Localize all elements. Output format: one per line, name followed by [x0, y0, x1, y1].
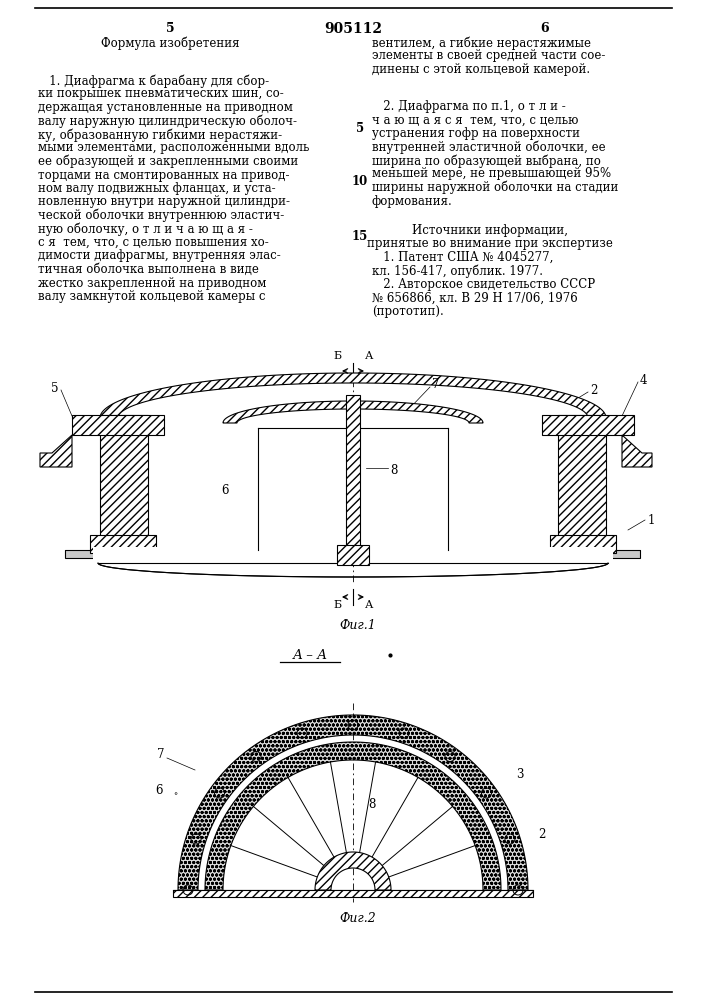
Text: торцами на смонтированных на привод-: торцами на смонтированных на привод- [38, 168, 289, 182]
Text: 5: 5 [50, 381, 58, 394]
Text: устранения гофр на поверхности: устранения гофр на поверхности [372, 127, 580, 140]
Polygon shape [40, 435, 72, 467]
Text: Источники информации,: Источники информации, [412, 224, 568, 237]
Polygon shape [178, 715, 528, 890]
Text: Б: Б [333, 600, 341, 610]
Text: А: А [365, 600, 373, 610]
Text: элементы в своей средней части сое-: элементы в своей средней части сое- [372, 49, 605, 62]
Bar [72, 415, 164, 435]
Text: 2. Авторское свидетельство СССР: 2. Авторское свидетельство СССР [372, 278, 595, 291]
Text: внутренней эластичной оболочки, ее: внутренней эластичной оболочки, ее [372, 140, 606, 154]
Bar [337, 545, 369, 565]
Text: 2. Диафрагма по п.1, о т л и -: 2. Диафрагма по п.1, о т л и - [372, 100, 566, 113]
Text: 4: 4 [640, 373, 648, 386]
Text: кл. 156-417, опублик. 1977.: кл. 156-417, опублик. 1977. [372, 264, 543, 278]
Text: ч а ю щ а я с я  тем, что, с целью: ч а ю щ а я с я тем, что, с целью [372, 113, 578, 126]
Text: 10: 10 [352, 175, 368, 188]
Text: ки покрышек пневматических шин, со-: ки покрышек пневматических шин, со- [38, 88, 284, 101]
Polygon shape [622, 435, 652, 467]
Text: 1. Патент США № 4045277,: 1. Патент США № 4045277, [372, 251, 554, 264]
Text: Формула изобретения: Формула изобретения [101, 36, 239, 49]
Polygon shape [223, 401, 483, 423]
Text: динены с этой кольцевой камерой.: динены с этой кольцевой камерой. [372, 63, 590, 76]
Text: меньшей мере, не превышающей 95%: меньшей мере, не превышающей 95% [372, 167, 611, 180]
Text: 6: 6 [541, 22, 549, 35]
Text: валу наружную цилиндрическую оболоч-: валу наружную цилиндрическую оболоч- [38, 114, 297, 128]
Text: ную оболочку, о т л и ч а ю щ а я -: ную оболочку, о т л и ч а ю щ а я - [38, 223, 253, 236]
Text: 6: 6 [221, 484, 229, 496]
Text: валу замкнутой кольцевой камеры с: валу замкнутой кольцевой камеры с [38, 290, 266, 303]
Text: Б: Б [333, 351, 341, 361]
Bar [550, 535, 616, 553]
Text: мыми элементами, расположенными вдоль: мыми элементами, расположенными вдоль [38, 141, 310, 154]
Bar [90, 535, 156, 553]
Text: ширина по образующей выбрана, по: ширина по образующей выбрана, по [372, 154, 601, 167]
Text: А – А: А – А [293, 649, 327, 662]
Polygon shape [205, 742, 501, 890]
Bar [558, 415, 606, 553]
Text: 1: 1 [648, 514, 655, 526]
Text: ческой оболочки внутреннюю эластич-: ческой оболочки внутреннюю эластич- [38, 209, 284, 223]
Text: тичная оболочка выполнена в виде: тичная оболочка выполнена в виде [38, 263, 259, 276]
Text: ку, образованную гибкими нерастяжи-: ку, образованную гибкими нерастяжи- [38, 128, 282, 141]
Polygon shape [315, 852, 391, 890]
Text: А: А [365, 351, 373, 361]
Text: ном валу подвижных фланцах, и уста-: ном валу подвижных фланцах, и уста- [38, 182, 276, 195]
Text: Фиг.1: Фиг.1 [339, 619, 376, 632]
Bar [173, 890, 533, 897]
Text: димости диафрагмы, внутренняя элас-: димости диафрагмы, внутренняя элас- [38, 249, 281, 262]
Bar [100, 415, 148, 553]
Text: формования.: формования. [372, 194, 452, 208]
Text: держащая установленные на приводном: держащая установленные на приводном [38, 101, 293, 114]
Text: 905112: 905112 [324, 22, 382, 36]
Text: 5: 5 [356, 122, 364, 135]
Text: 2: 2 [538, 828, 545, 842]
Bar [346, 395, 360, 550]
Bar [93, 547, 613, 563]
Polygon shape [100, 373, 606, 418]
Text: 2: 2 [590, 383, 597, 396]
Text: 3: 3 [516, 768, 523, 782]
Bar [542, 415, 634, 435]
Text: 6: 6 [156, 784, 163, 796]
Text: Фиг.2: Фиг.2 [339, 912, 376, 925]
Text: 8: 8 [390, 464, 397, 477]
Text: новленную внутри наружной цилиндри-: новленную внутри наружной цилиндри- [38, 196, 290, 209]
Text: °: ° [173, 792, 177, 800]
Text: 15: 15 [352, 230, 368, 243]
Text: ширины наружной оболочки на стадии: ширины наружной оболочки на стадии [372, 181, 619, 194]
Ellipse shape [98, 549, 608, 577]
Text: № 656866, кл. В 29 Н 17/06, 1976: № 656866, кл. В 29 Н 17/06, 1976 [372, 292, 578, 304]
Text: ее образующей и закрепленными своими: ее образующей и закрепленными своими [38, 155, 298, 168]
Text: (прототип).: (прототип). [372, 305, 444, 318]
Text: 1. Диафрагма к барабану для сбор-: 1. Диафрагма к барабану для сбор- [38, 74, 269, 88]
Text: вентилем, а гибкие нерастяжимые: вентилем, а гибкие нерастяжимые [372, 36, 591, 49]
Text: 7: 7 [158, 748, 165, 762]
Text: 8: 8 [368, 798, 375, 812]
Text: принятые во внимание при экспертизе: принятые во внимание при экспертизе [367, 237, 613, 250]
Text: жестко закрепленной на приводном: жестко закрепленной на приводном [38, 276, 267, 290]
Text: с я  тем, что, с целью повышения хо-: с я тем, что, с целью повышения хо- [38, 236, 269, 249]
Bar [65, 550, 640, 558]
Text: 5: 5 [165, 22, 175, 35]
Text: 7: 7 [432, 378, 440, 391]
